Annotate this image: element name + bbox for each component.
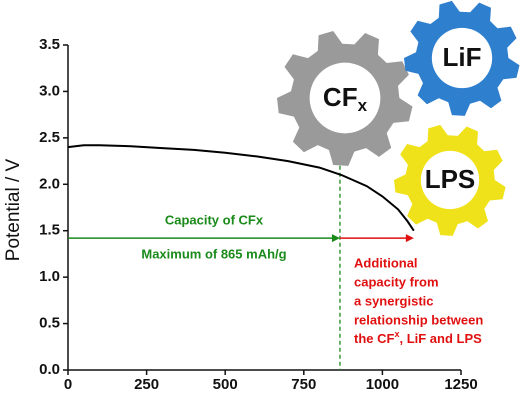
gear-label-text: CF bbox=[323, 82, 358, 112]
gear-label-text: LPS bbox=[425, 164, 476, 194]
y-axis-label: Potential / V bbox=[3, 158, 24, 261]
x-tick-label: 1000 bbox=[366, 376, 399, 393]
y-tick-label: 2.0 bbox=[39, 175, 60, 192]
y-tick-label: 2.5 bbox=[39, 129, 60, 146]
x-tick-label: 1250 bbox=[444, 376, 477, 393]
y-tick-label: 0.0 bbox=[39, 361, 60, 378]
note-line: the CFx, LiF and LPS bbox=[354, 329, 482, 346]
note-line: Additional bbox=[354, 255, 418, 270]
curve bbox=[67, 144, 415, 232]
gear-label: CFx bbox=[323, 82, 368, 116]
x-tick-label: 500 bbox=[213, 376, 238, 393]
note-line: a synergistic bbox=[354, 293, 434, 308]
x-tick-label: 250 bbox=[134, 376, 159, 393]
gear-label: LPS bbox=[425, 164, 476, 194]
y-tick-label: 0.5 bbox=[39, 315, 60, 332]
x-tick-label: 750 bbox=[291, 376, 316, 393]
gear-hub bbox=[309, 62, 381, 134]
arrow-head bbox=[331, 234, 340, 243]
gear-label: LiF bbox=[443, 42, 482, 72]
gear-hub bbox=[431, 27, 493, 89]
y-tick-label: 1.5 bbox=[39, 222, 60, 239]
gear-label-sub: x bbox=[358, 96, 368, 115]
y-tick-label: 3.5 bbox=[39, 36, 60, 53]
gear-hub bbox=[420, 150, 480, 210]
note-sub: x bbox=[394, 329, 399, 339]
note-line: relationship between bbox=[354, 312, 483, 327]
gear-label-text: LiF bbox=[443, 42, 482, 72]
y-tick-label: 3.0 bbox=[39, 82, 60, 99]
x-tick-label: 0 bbox=[64, 376, 72, 393]
y-tick-label: 1.0 bbox=[39, 268, 60, 285]
note-line: capacity from bbox=[354, 274, 439, 289]
note-text: , LiF and LPS bbox=[399, 331, 482, 346]
arrow-head bbox=[405, 234, 414, 243]
capacity-label: Capacity of CFx bbox=[165, 213, 264, 228]
note-text: the CF bbox=[354, 331, 395, 346]
capacity-label: Maximum of 865 mAh/g bbox=[141, 247, 286, 262]
